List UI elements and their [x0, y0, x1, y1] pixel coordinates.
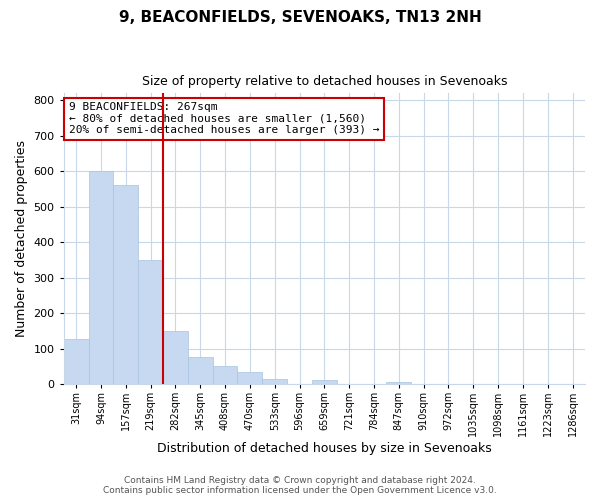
Bar: [64, 338, 89, 384]
Text: 9, BEACONFIELDS, SEVENOAKS, TN13 2NH: 9, BEACONFIELDS, SEVENOAKS, TN13 2NH: [119, 10, 481, 25]
Bar: [386, 382, 411, 384]
Bar: [188, 358, 212, 384]
Bar: [212, 366, 238, 384]
Y-axis label: Number of detached properties: Number of detached properties: [15, 140, 28, 337]
Bar: [89, 172, 113, 384]
Bar: [312, 380, 337, 384]
Text: 9 BEACONFIELDS: 267sqm
← 80% of detached houses are smaller (1,560)
20% of semi-: 9 BEACONFIELDS: 267sqm ← 80% of detached…: [69, 102, 379, 136]
Bar: [113, 186, 138, 384]
Title: Size of property relative to detached houses in Sevenoaks: Size of property relative to detached ho…: [142, 75, 507, 88]
Bar: [238, 372, 262, 384]
Text: Contains HM Land Registry data © Crown copyright and database right 2024.
Contai: Contains HM Land Registry data © Crown c…: [103, 476, 497, 495]
X-axis label: Distribution of detached houses by size in Sevenoaks: Distribution of detached houses by size …: [157, 442, 492, 455]
Bar: [138, 260, 163, 384]
Bar: [262, 378, 287, 384]
Bar: [163, 331, 188, 384]
